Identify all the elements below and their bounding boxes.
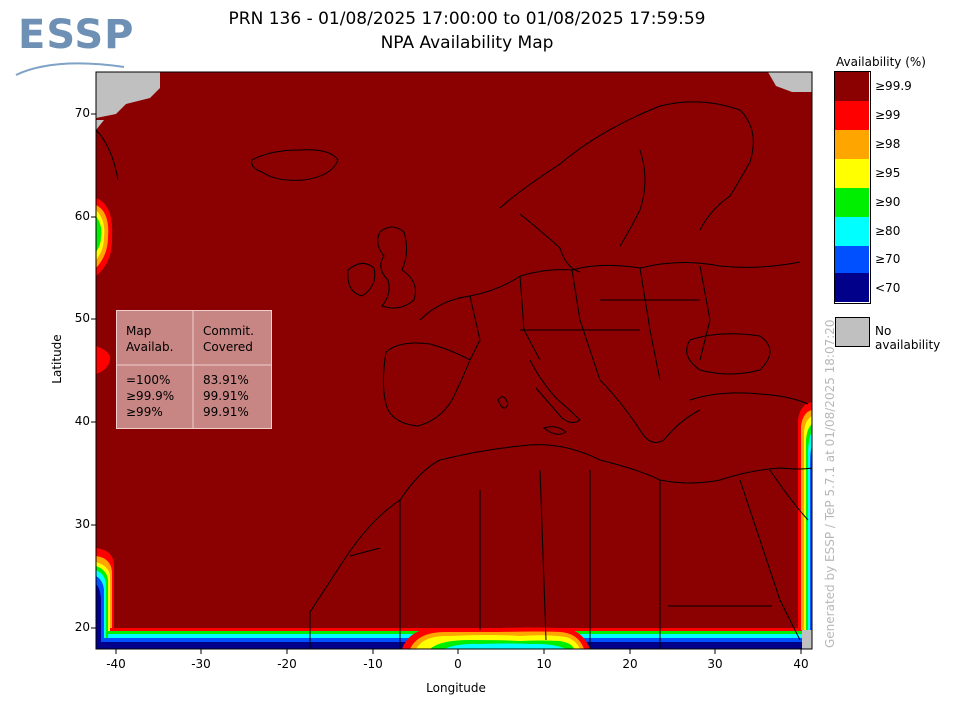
legend-no-data-swatch	[835, 317, 870, 347]
degraded-region-west-north	[96, 198, 113, 276]
x-axis-label: Longitude	[426, 681, 486, 695]
x-tick-label: 0	[454, 657, 462, 671]
degraded-region-south-west	[96, 548, 114, 649]
map-subtitle: NPA Availability Map	[380, 33, 554, 53]
logo-swoosh	[15, 62, 125, 76]
legend-swatch	[835, 273, 869, 302]
x-tick-label: -10	[363, 657, 383, 671]
stats-coverage-values: 83.91% 99.91% 99.91%	[203, 373, 249, 419]
legend-label: ≥98	[875, 137, 901, 151]
legend-label: ≥99.9	[875, 79, 912, 93]
stats-grid-lines	[117, 311, 271, 428]
y-tick-label: 40	[74, 414, 90, 428]
x-tick-label: -30	[191, 657, 211, 671]
y-tick-label: 20	[74, 620, 90, 634]
x-tick-label: 20	[622, 657, 638, 671]
legend-label: ≥90	[875, 195, 901, 209]
legend-colorbar-frame	[834, 71, 871, 304]
no-availability-region	[768, 72, 812, 92]
legend-swatch	[835, 217, 869, 246]
x-tick-label: -40	[106, 657, 126, 671]
stats-header-map-availability: Map Availab.	[126, 324, 174, 354]
legend-swatch	[835, 159, 869, 188]
coastlines	[95, 101, 813, 649]
map-title: PRN 136 - 01/08/2025 17:00:00 to 01/08/2…	[228, 9, 706, 29]
y-tick-label: 60	[74, 209, 90, 223]
legend-title: Availability (%)	[836, 55, 926, 69]
no-availability-region	[96, 72, 160, 118]
x-tick-label: 10	[536, 657, 552, 671]
legend-swatch	[835, 246, 869, 275]
x-tick-label: -20	[277, 657, 297, 671]
y-tick-label: 70	[74, 106, 90, 120]
legend-swatch	[835, 72, 869, 101]
availability-stats-box: Map Availab. Commit. Covered =100% ≥99.9…	[116, 310, 272, 429]
x-tick-label: 40	[793, 657, 809, 671]
y-axis-label: Latitude	[50, 334, 64, 384]
legend-label: ≥70	[875, 252, 901, 266]
legend-swatch	[835, 101, 869, 130]
y-tick-marks	[91, 113, 96, 629]
legend-label: ≥80	[875, 224, 901, 238]
legend-swatch	[835, 188, 869, 217]
x-tick-marks	[115, 649, 802, 654]
y-tick-label: 50	[74, 311, 90, 325]
y-tick-label: 30	[74, 517, 90, 531]
no-availability-region	[96, 120, 104, 130]
degraded-region-east	[798, 402, 812, 630]
legend-label: <70	[875, 281, 901, 295]
generated-by-note: Generated by ESSP / TeP 5.7.1 at 01/08/2…	[823, 319, 837, 648]
plot-frame	[95, 71, 813, 650]
legend-label: ≥99	[875, 108, 901, 122]
legend-label: ≥95	[875, 166, 901, 180]
stats-header-commit-covered: Commit. Covered	[203, 324, 254, 354]
degraded-region-south	[100, 627, 802, 649]
legend-no-data-label: No availability	[875, 324, 941, 352]
degraded-region-west-mid	[96, 346, 111, 374]
stats-thresholds: =100% ≥99.9% ≥99%	[126, 373, 175, 419]
essp-logo: ESSP	[18, 12, 135, 58]
legend-swatch	[835, 130, 869, 159]
x-tick-label: 30	[707, 657, 723, 671]
